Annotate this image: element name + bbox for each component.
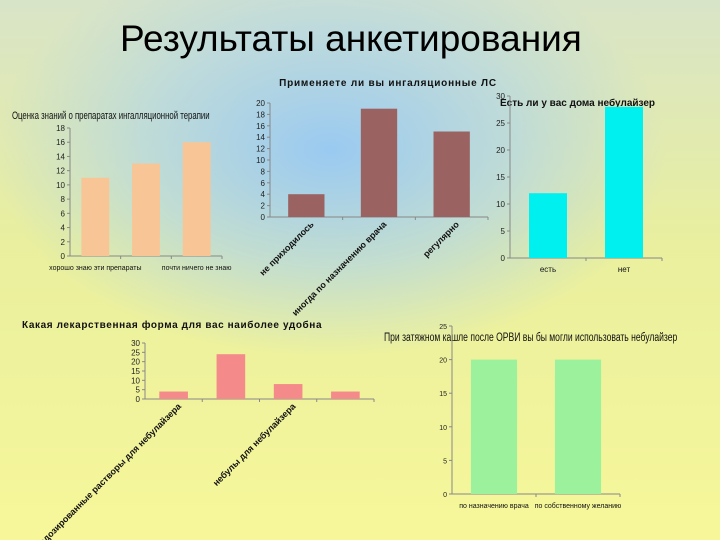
y-tick-label: 15 (439, 391, 447, 398)
y-tick-label: 15 (131, 367, 140, 376)
bar (554, 359, 602, 494)
y-tick-label: 0 (443, 492, 447, 499)
bar (470, 359, 518, 494)
y-tick-label: 2 (61, 238, 66, 247)
bar (273, 384, 303, 399)
y-tick-label: 16 (56, 138, 65, 147)
y-tick-label: 2 (261, 202, 266, 211)
y-tick-label: 20 (131, 358, 140, 367)
y-tick-label: 5 (443, 458, 447, 465)
y-tick-label: 20 (256, 99, 265, 108)
y-tick-label: 30 (496, 92, 505, 101)
chart-title: Какая лекарственная форма для вас наибол… (22, 319, 322, 331)
y-tick-label: 6 (61, 209, 66, 218)
category-label: хорошо знаю эти препараты (49, 265, 141, 272)
y-tick-label: 18 (56, 124, 65, 133)
y-tick-label: 0 (61, 252, 66, 261)
y-tick-label: 25 (131, 348, 140, 357)
y-tick-label: 10 (496, 200, 505, 209)
bar (81, 177, 110, 256)
y-tick-label: 10 (131, 376, 140, 385)
chart-title: При затяжном кашле после ОРВИ вы бы могл… (384, 331, 677, 345)
y-tick-label: 8 (61, 195, 66, 204)
category-label: по собственному желанию (535, 502, 622, 510)
chart-title: Оценка знаний о препаратах ингалляционно… (12, 110, 210, 123)
y-tick-label: 5 (501, 227, 506, 236)
chart-title: Есть ли у вас дома небулайзер (500, 97, 655, 109)
bar (216, 354, 246, 399)
bar (433, 131, 470, 217)
y-tick-label: 0 (136, 395, 141, 404)
y-tick-label: 10 (439, 425, 447, 432)
y-tick-label: 12 (256, 145, 265, 154)
chart-title: Применяете ли вы ингаляционные ЛС (279, 78, 497, 89)
y-tick-label: 10 (256, 156, 265, 165)
category-label: по назначению врача (459, 503, 529, 510)
y-tick-label: 30 (131, 339, 140, 348)
y-tick-label: 14 (256, 133, 265, 142)
y-tick-label: 10 (56, 181, 65, 190)
y-tick-label: 14 (56, 152, 65, 161)
y-tick-label: 4 (61, 224, 66, 233)
y-tick-label: 8 (261, 167, 266, 176)
y-tick-label: 20 (439, 358, 447, 365)
y-tick-label: 25 (496, 119, 505, 128)
y-tick-label: 18 (256, 110, 265, 119)
category-label: почти ничего не знаю (162, 265, 232, 272)
category-label: нет (618, 265, 631, 274)
bar (529, 193, 567, 258)
y-tick-label: 25 (439, 324, 447, 331)
slide-title: Результаты анкетирования (120, 18, 582, 59)
category-label: есть (540, 265, 556, 274)
y-tick-label: 12 (56, 167, 65, 176)
bar (132, 163, 160, 256)
y-tick-label: 5 (136, 386, 141, 395)
y-tick-label: 15 (496, 173, 505, 182)
bar (288, 194, 325, 217)
y-tick-label: 0 (261, 213, 266, 222)
bar (331, 391, 360, 399)
y-tick-label: 0 (501, 254, 506, 263)
y-tick-label: 20 (496, 146, 505, 155)
bar (159, 391, 188, 399)
bar (360, 108, 398, 217)
y-tick-label: 4 (261, 190, 266, 199)
y-tick-label: 16 (256, 122, 265, 131)
bar (605, 106, 643, 258)
bar (182, 142, 211, 256)
y-tick-label: 6 (261, 179, 266, 188)
